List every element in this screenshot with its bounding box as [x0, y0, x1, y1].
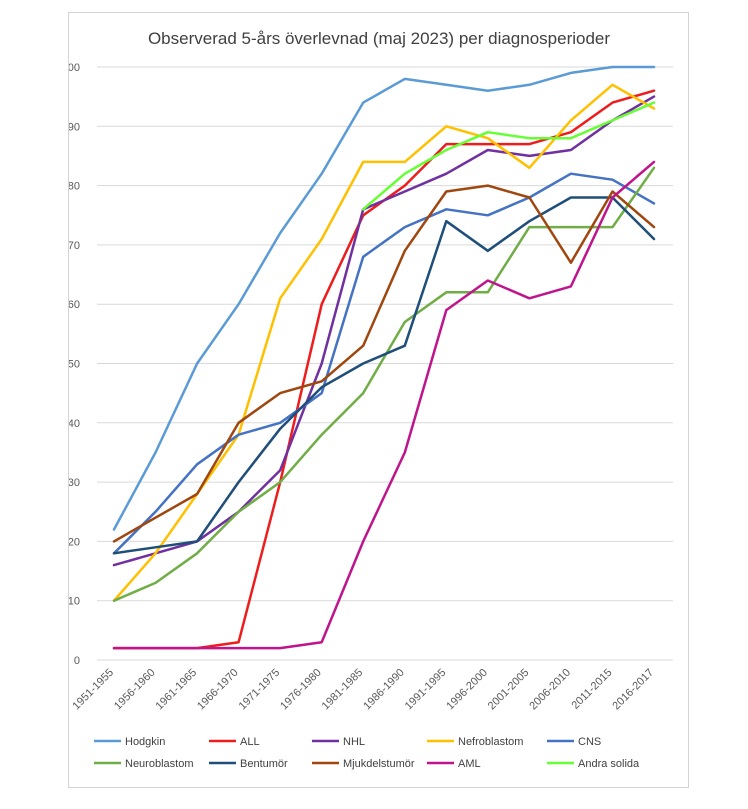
legend: Hodgkin ALL NHL Nefroblastom CNS Neuroblastom… — [94, 736, 640, 770]
y-tick-label: 20 — [69, 536, 80, 548]
legend-item: ALL — [209, 736, 260, 748]
x-tick-label: 1951-1955 — [70, 667, 116, 713]
series-line-hodgkin — [112, 65, 656, 531]
x-tick-label: 1986-1990 — [361, 667, 407, 713]
series-line-andra-solida — [361, 101, 656, 211]
y-tick-label: 100 — [69, 62, 80, 74]
y-axis: 0 10 20 30 40 50 60 70 80 90 100 — [69, 62, 80, 667]
x-tick-label: 2016-2017 — [610, 667, 656, 713]
y-tick-label: 80 — [69, 181, 80, 193]
x-tick-label: 1966-1970 — [195, 667, 241, 713]
legend-label: NHL — [343, 736, 365, 748]
legend-label: Neuroblastom — [125, 758, 193, 770]
series-line-aml — [112, 160, 656, 650]
series-lines — [112, 65, 656, 650]
legend-label: ALL — [240, 736, 260, 748]
legend-label: AML — [458, 758, 481, 770]
series-line-nhl — [112, 95, 656, 567]
legend-label: Nefroblastom — [458, 736, 523, 748]
x-tick-label: 1996-2000 — [444, 667, 490, 713]
legend-item: Neuroblastom — [94, 758, 193, 770]
legend-item: Bentumör — [209, 758, 288, 770]
legend-label: Hodgkin — [125, 736, 165, 748]
legend-item: Nefroblastom — [427, 736, 523, 748]
series-line-mjukdelstum-r — [112, 184, 656, 543]
series-line-bentum-r — [112, 196, 656, 555]
y-tick-label: 30 — [69, 477, 80, 489]
legend-item: NHL — [312, 736, 365, 748]
legend-label: Andra solida — [578, 758, 640, 770]
series-line-neuroblastom — [112, 166, 656, 602]
x-tick-label: 1981-1985 — [320, 667, 366, 713]
legend-label: Bentumör — [240, 758, 288, 770]
x-tick-label: 1961-1965 — [154, 667, 200, 713]
gridlines — [97, 66, 673, 661]
x-tick-label: 2011-2015 — [569, 667, 614, 712]
legend-item: CNS — [547, 736, 601, 748]
legend-label: CNS — [578, 736, 601, 748]
y-tick-label: 60 — [69, 299, 80, 311]
y-tick-label: 40 — [69, 418, 80, 430]
chart-title: Observerad 5-års överlevnad (maj 2023) p… — [148, 29, 610, 48]
y-tick-label: 70 — [69, 240, 80, 252]
x-tick-label: 1976-1980 — [278, 667, 324, 713]
x-tick-label: 2001-2005 — [486, 667, 532, 713]
y-tick-label: 10 — [69, 596, 80, 608]
series-line-nefroblastom — [112, 83, 656, 602]
x-tick-label: 1991-1995 — [403, 667, 449, 713]
y-tick-label: 90 — [69, 121, 80, 133]
legend-item: Andra solida — [547, 758, 640, 770]
line-chart: Observerad 5-års överlevnad (maj 2023) p… — [69, 29, 673, 770]
series-line-cns — [112, 172, 656, 555]
legend-item: AML — [427, 758, 481, 770]
y-tick-label: 50 — [69, 359, 80, 371]
legend-item: Mjukdelstumör — [312, 758, 415, 770]
legend-item: Hodgkin — [94, 736, 165, 748]
x-axis: 1951-19551956-19601961-19651966-19701971… — [70, 667, 656, 713]
x-tick-label: 2006-2010 — [527, 667, 573, 713]
x-tick-label: 1956-1960 — [112, 667, 158, 713]
y-tick-label: 0 — [74, 655, 80, 667]
chart-frame: Observerad 5-års överlevnad (maj 2023) p… — [68, 12, 689, 788]
legend-label: Mjukdelstumör — [343, 758, 415, 770]
x-tick-label: 1971-1975 — [237, 667, 283, 713]
